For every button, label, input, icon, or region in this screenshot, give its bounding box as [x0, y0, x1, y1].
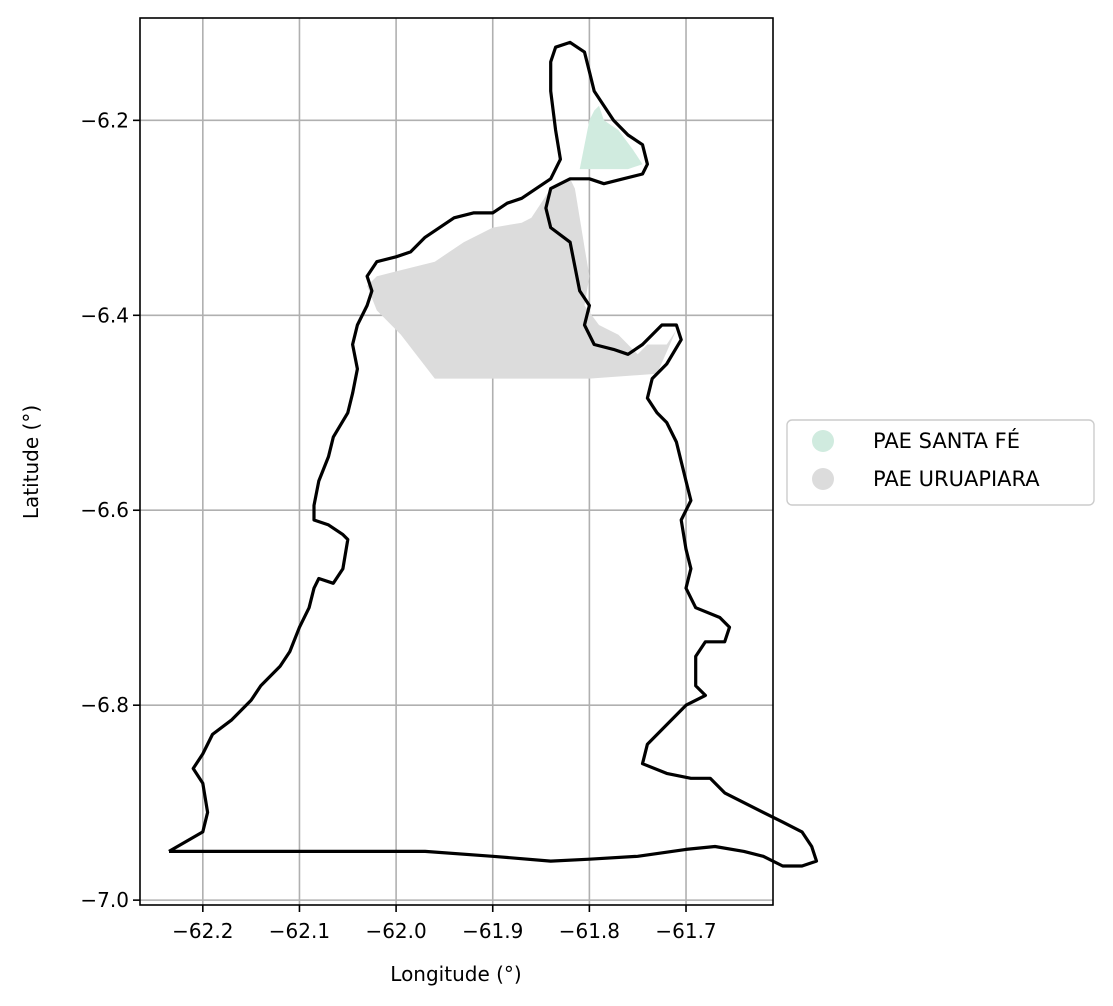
legend-label: PAE URUAPIARA: [873, 467, 1040, 491]
axes-frame: [139, 17, 774, 906]
legend: PAE SANTA FÉ PAE URUAPIARA: [786, 419, 1095, 506]
legend-box: [786, 419, 1095, 506]
x-tick-label: −61.9: [462, 919, 523, 943]
legend-marker: [812, 430, 834, 452]
boundary-outline: [168, 40, 819, 868]
x-axis-label: Longitude (°): [390, 962, 521, 986]
x-tick-label: −61.8: [559, 919, 620, 943]
y-tick-label: −6.6: [80, 498, 129, 522]
y-tick-label: −7.0: [80, 888, 129, 912]
y-axis-label: Latitude (°): [19, 405, 43, 519]
region-pae-uruapiara: [367, 178, 677, 379]
x-tick-label: −62.0: [365, 919, 426, 943]
y-tick-label: −6.2: [80, 108, 129, 132]
x-tick-label: −62.1: [269, 919, 330, 943]
y-tick-label: −6.4: [80, 303, 129, 327]
legend-marker: [812, 468, 834, 490]
plot-area: −62.2 −62.1 −62.0 −61.9 −61.8 −61.7 −6.2 −6.4 −6…: [80, 17, 819, 943]
legend-label: PAE SANTA FÉ: [873, 428, 1020, 453]
x-tick-label: −62.2: [172, 919, 233, 943]
y-tick-label: −6.8: [80, 693, 129, 717]
region-pae-santa-f-: [579, 105, 643, 170]
x-tick-label: −61.7: [655, 919, 716, 943]
